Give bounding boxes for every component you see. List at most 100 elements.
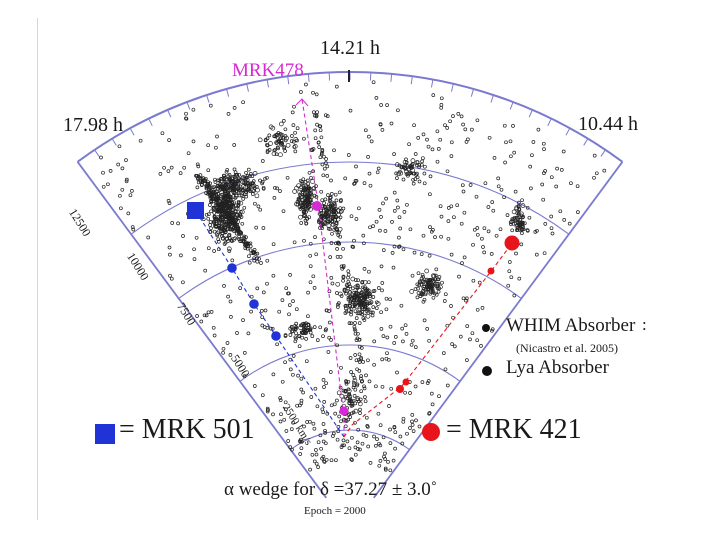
galaxy-point [353, 278, 358, 282]
galaxy-point [489, 252, 494, 256]
galaxy-point [378, 459, 383, 463]
outer-tick [111, 138, 117, 146]
galaxy-point [322, 166, 327, 171]
galaxy-point [291, 123, 296, 127]
galaxy-point [348, 356, 353, 360]
galaxy-point [517, 212, 521, 217]
galaxy-point [260, 323, 265, 328]
galaxy-point [567, 221, 572, 226]
galaxy-point [334, 221, 339, 225]
galaxy-point [438, 204, 443, 209]
galaxy-point [298, 439, 303, 444]
galaxy-point [349, 214, 354, 219]
galaxy-point [519, 227, 525, 232]
outer-tick [148, 118, 153, 127]
galaxy-point [215, 195, 220, 199]
galaxy-point [376, 166, 381, 171]
galaxy-point [449, 204, 454, 209]
galaxy-point [410, 338, 415, 343]
galaxy-point [427, 411, 431, 416]
galaxy-point [412, 123, 416, 128]
galaxy-point [388, 297, 392, 302]
galaxy-point [198, 173, 203, 177]
galaxy-point [293, 149, 298, 154]
galaxy-point [517, 276, 522, 281]
galaxy-point [421, 132, 426, 137]
outer-tick [246, 83, 249, 92]
galaxy-point [312, 193, 317, 198]
galaxy-point [395, 198, 400, 203]
galaxy-point [265, 326, 270, 330]
galaxy-point [439, 96, 444, 101]
galaxy-point [213, 214, 217, 219]
galaxy-point [195, 162, 200, 167]
galaxy-point [410, 413, 415, 417]
galaxy-point [235, 331, 239, 335]
galaxy-point [353, 309, 358, 314]
galaxy-point [230, 214, 235, 218]
galaxy-point [549, 175, 554, 180]
galaxy-point [452, 344, 457, 349]
galaxy-point [229, 176, 235, 182]
galaxy-point [430, 288, 435, 293]
galaxy-point [357, 295, 362, 300]
galaxy-point [406, 171, 411, 177]
galaxy-point [226, 112, 231, 116]
ra-label-center: 14.21 h [320, 37, 380, 59]
galaxy-point [505, 213, 510, 217]
galaxy-point [274, 133, 279, 137]
galaxy-point [327, 213, 332, 218]
galaxy-point [383, 467, 388, 472]
galaxy-point [387, 404, 391, 408]
galaxy-point [355, 283, 360, 288]
galaxy-point [330, 281, 335, 286]
galaxy-point [490, 328, 494, 333]
galaxy-point [324, 157, 328, 161]
galaxy-point [281, 209, 286, 214]
galaxy-point [320, 198, 325, 203]
galaxy-point [374, 219, 379, 224]
galaxy-point [252, 185, 257, 190]
galaxy-point [365, 313, 371, 319]
galaxy-point [225, 168, 230, 172]
galaxy-point [222, 189, 227, 194]
galaxy-point [440, 280, 444, 285]
galaxy-point [324, 457, 329, 462]
galaxy-point [353, 420, 357, 425]
galaxy-point [202, 178, 207, 183]
galaxy-point [289, 427, 294, 431]
galaxy-point [209, 189, 213, 193]
galaxy-point [204, 191, 208, 195]
galaxy-point [513, 189, 518, 194]
galaxy-point [411, 177, 415, 182]
epoch-caption: Epoch = 2000 [304, 505, 366, 517]
galaxy-point [433, 281, 438, 286]
mrk421-absorber [402, 378, 410, 386]
galaxy-point [209, 209, 213, 214]
galaxy-point [398, 434, 403, 439]
galaxy-point [411, 181, 416, 186]
galaxy-point [178, 171, 183, 175]
galaxy-point [459, 221, 464, 226]
galaxy-point [329, 204, 334, 209]
galaxy-point [401, 177, 406, 182]
galaxy-point [302, 238, 306, 243]
galaxy-point [392, 341, 397, 345]
galaxy-point [300, 335, 305, 340]
galaxy-point [334, 84, 339, 89]
galaxy-point [297, 439, 302, 443]
galaxy-point [364, 373, 368, 378]
galaxy-point [360, 306, 366, 311]
galaxy-point [399, 165, 404, 170]
galaxy-point [310, 179, 315, 184]
mrk501-absorber [271, 331, 281, 341]
galaxy-point [265, 406, 270, 411]
galaxy-point [345, 303, 350, 308]
galaxy-point [397, 245, 401, 249]
galaxy-point [502, 123, 507, 128]
galaxy-point [475, 307, 480, 312]
galaxy-point [337, 190, 342, 195]
galaxy-point [239, 209, 245, 215]
galaxy-point [131, 227, 136, 232]
mrk421-key-dot [422, 423, 440, 441]
